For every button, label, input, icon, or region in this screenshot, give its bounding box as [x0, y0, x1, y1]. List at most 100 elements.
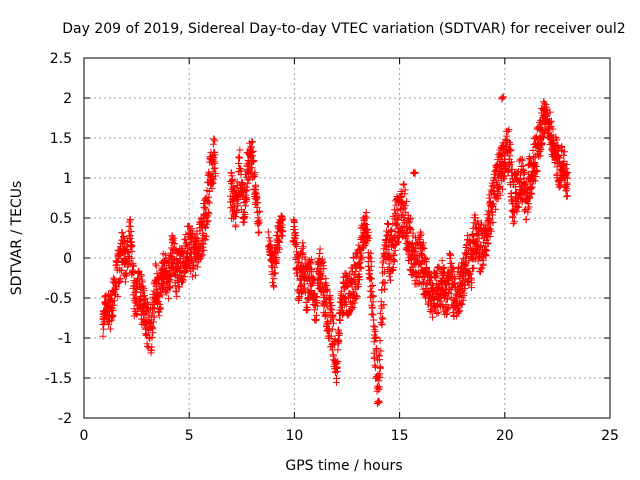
data-point	[251, 169, 259, 177]
data-point	[381, 285, 389, 293]
data-point	[516, 176, 524, 184]
data-point	[513, 208, 521, 216]
data-point	[182, 230, 190, 238]
data-point	[368, 288, 376, 296]
data-point	[409, 244, 417, 252]
data-point	[448, 263, 456, 271]
data-point	[470, 264, 478, 272]
data-point	[236, 146, 244, 154]
data-point	[356, 259, 364, 267]
data-point	[402, 245, 410, 253]
data-point	[365, 234, 373, 242]
data-point	[334, 357, 342, 365]
data-point	[388, 226, 396, 234]
data-point	[375, 351, 383, 359]
data-point	[243, 196, 251, 204]
data-point	[391, 247, 399, 255]
data-point	[504, 167, 512, 175]
data-point	[279, 232, 287, 240]
data-point	[292, 232, 300, 240]
data-point	[235, 159, 243, 167]
data-point	[158, 291, 166, 299]
data-point	[498, 95, 506, 103]
data-point	[131, 289, 139, 297]
data-point	[171, 255, 179, 263]
data-point	[108, 316, 116, 324]
data-point	[500, 175, 508, 183]
data-point	[127, 228, 135, 236]
data-point	[349, 304, 357, 312]
data-point	[376, 364, 384, 372]
data-point	[419, 239, 427, 247]
data-point	[176, 283, 184, 291]
data-point	[527, 189, 535, 197]
data-point	[211, 172, 219, 180]
data-point	[563, 193, 571, 201]
data-point	[514, 199, 522, 207]
data-point	[161, 259, 169, 267]
data-point	[533, 166, 541, 174]
data-point	[198, 251, 206, 259]
y-tick-label: 2	[63, 91, 72, 107]
data-point	[355, 241, 363, 249]
data-point	[242, 187, 250, 195]
data-point	[111, 279, 119, 287]
data-point	[474, 217, 482, 225]
data-point	[156, 304, 164, 312]
data-point	[561, 148, 569, 156]
data-point	[311, 306, 319, 314]
y-tick-label: -1	[58, 331, 72, 347]
data-point	[129, 268, 137, 276]
data-point	[414, 280, 422, 288]
data-point	[130, 262, 138, 270]
data-point	[432, 273, 440, 281]
data-point	[386, 276, 394, 284]
data-point	[515, 203, 523, 211]
data-point	[209, 179, 217, 187]
x-tick-label: 25	[601, 428, 619, 444]
data-point	[199, 240, 207, 248]
data-point	[244, 176, 252, 184]
data-point	[364, 228, 372, 236]
data-point	[271, 269, 279, 277]
data-point	[560, 151, 568, 159]
data-point	[201, 224, 209, 232]
data-point	[201, 235, 209, 243]
data-point	[301, 284, 309, 292]
data-point	[368, 310, 376, 318]
data-point	[427, 274, 435, 282]
data-point	[106, 325, 114, 333]
data-point	[173, 292, 181, 300]
data-point	[353, 292, 361, 300]
data-point	[365, 253, 373, 261]
data-point	[248, 138, 256, 145]
data-point	[361, 212, 369, 220]
data-point	[204, 217, 212, 225]
data-point	[121, 278, 129, 286]
data-point	[318, 255, 326, 263]
data-point	[333, 374, 341, 382]
data-point	[356, 273, 364, 281]
data-point	[453, 312, 461, 320]
data-point	[323, 282, 331, 290]
data-point	[477, 219, 485, 227]
data-point	[510, 218, 518, 226]
data-point	[499, 185, 507, 193]
data-point	[446, 251, 454, 259]
data-point	[275, 238, 283, 246]
data-point	[322, 275, 330, 283]
x-tick-label: 15	[391, 428, 409, 444]
data-point	[412, 247, 420, 255]
data-point	[241, 213, 249, 221]
data-point	[327, 332, 335, 340]
data-point	[378, 320, 386, 328]
data-point	[401, 233, 409, 241]
data-point	[368, 304, 376, 312]
data-point	[370, 316, 378, 324]
data-point	[233, 209, 241, 217]
data-point	[366, 254, 374, 262]
data-point	[254, 199, 262, 207]
y-tick-label: -2	[58, 411, 72, 427]
data-point	[328, 325, 336, 333]
data-point	[384, 221, 392, 229]
